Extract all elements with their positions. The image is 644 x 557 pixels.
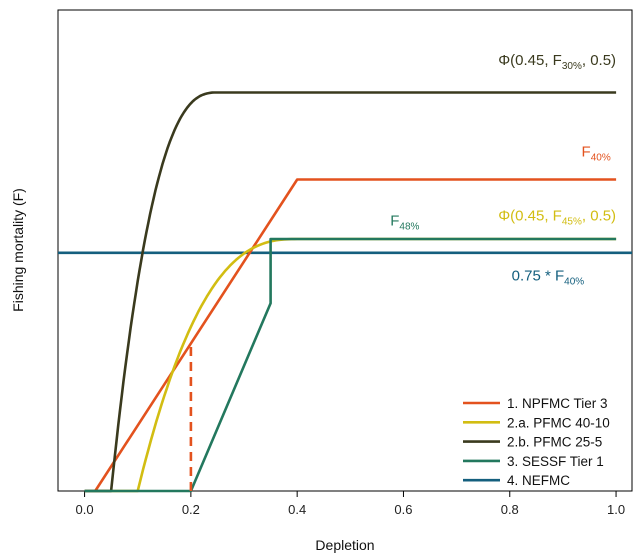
legend-label: 3. SESSF Tier 1 (507, 454, 604, 469)
x-tick-label: 0.8 (501, 502, 519, 517)
legend-label: 2.a. PFMC 40-10 (507, 415, 610, 430)
annotation-layer: Φ(0.45, F30%, 0.5) F40% Φ(0.45, F45%, 0.5)… (390, 52, 616, 287)
legend-label: 1. NPFMC Tier 3 (507, 396, 608, 411)
annotation-f48: F48% (390, 212, 419, 232)
series-line-4 (84, 237, 617, 493)
x-axis: 0.0 0.2 0.4 0.6 0.8 1.0 (76, 491, 625, 517)
series-line-3 (84, 91, 617, 493)
legend-label: 4. NEFMC (507, 473, 570, 488)
legend-label: 2.b. PFMC 25-5 (507, 435, 602, 450)
annotation-f40x075: 0.75 * F40% (512, 267, 585, 287)
x-tick-label: 1.0 (607, 502, 625, 517)
x-tick-label: 0.0 (76, 502, 94, 517)
x-tick-label: 0.6 (394, 502, 412, 517)
series-layer (58, 91, 632, 493)
legend: 1. NPFMC Tier 3 2.a. PFMC 40-10 2.b. PFMC … (463, 396, 610, 488)
annotation-phi45: Φ(0.45, F45%, 0.5) (498, 208, 616, 228)
x-tick-label: 0.2 (182, 502, 200, 517)
series-line-1 (94, 178, 617, 492)
plot-frame (57, 9, 633, 492)
annotation-phi30: Φ(0.45, F30%, 0.5) (498, 52, 616, 72)
y-axis-title: Fishing mortality (F) (10, 188, 26, 312)
annotation-f40: F40% (582, 144, 611, 164)
x-tick-label: 0.4 (288, 502, 306, 517)
x-axis-title: Depletion (315, 537, 374, 553)
series-line-2 (84, 237, 617, 493)
